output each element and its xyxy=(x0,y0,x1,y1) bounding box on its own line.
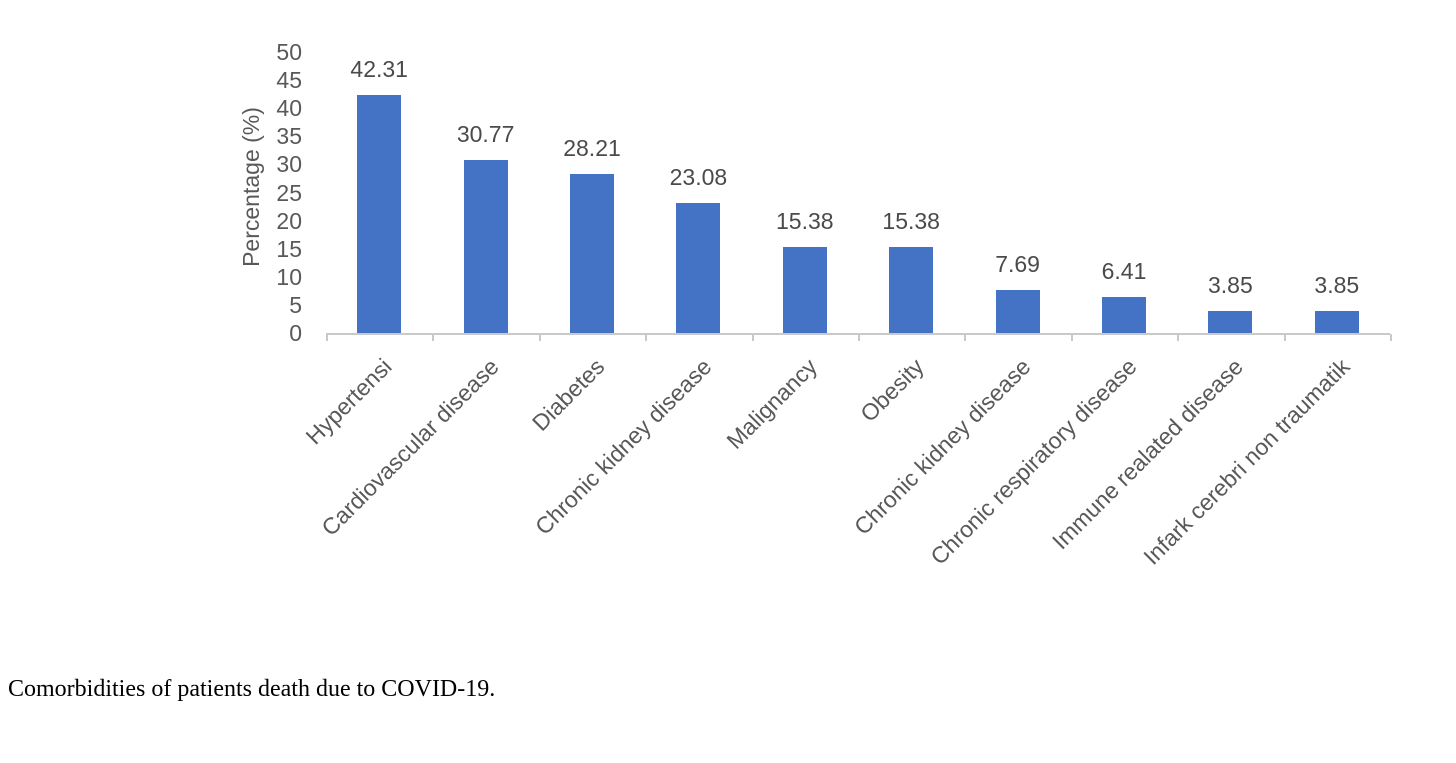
bar-value-label: 6.41 xyxy=(1101,257,1147,284)
y-axis-tick-label: 30 xyxy=(276,151,302,178)
x-axis-category-label: Obesity xyxy=(855,353,929,427)
bar xyxy=(463,160,508,333)
bar-chart: Percentage (%) 0 5 10 15 20 25 30 35 40 45 50 42.31… xyxy=(238,39,1392,570)
bar xyxy=(995,289,1040,333)
x-axis-category-label: Infark cerebri non traumatik xyxy=(1138,353,1355,570)
y-axis-tick-label: 10 xyxy=(276,263,302,290)
x-axis-tick-mark xyxy=(1390,334,1392,341)
x-axis-category-label: Cardiovascular disease xyxy=(315,353,504,541)
bar-value-label: 30.77 xyxy=(456,121,515,148)
bar-value-label: 42.31 xyxy=(350,56,408,83)
x-axis-tick-mark xyxy=(538,334,541,341)
bar-value-label: 15.38 xyxy=(776,207,834,234)
bar-value-label: 3.85 xyxy=(1314,272,1360,299)
bar-value-label: 15.38 xyxy=(882,207,940,234)
bar xyxy=(782,246,827,333)
y-axis-tick-label: 50 xyxy=(276,39,302,65)
x-axis-tick-mark xyxy=(645,334,648,341)
x-axis-category-label: Malignancy xyxy=(721,353,823,454)
x-axis-tick-mark xyxy=(858,334,860,341)
y-axis-tick-label: 25 xyxy=(276,179,302,206)
y-axis-tick-label: 45 xyxy=(276,67,302,94)
x-axis-tick-mark xyxy=(1070,334,1073,341)
x-axis-tick-mark xyxy=(1177,334,1180,341)
x-axis-tick-mark xyxy=(964,334,967,341)
x-axis-tick-mark xyxy=(432,334,435,341)
bar xyxy=(1102,296,1146,333)
x-axis-category-label: Diabetes xyxy=(527,353,610,436)
x-axis-category-label: Hypertensi xyxy=(300,353,397,450)
x-axis-category-label: Chronic kidney disease xyxy=(529,353,717,540)
bar-value-label: 28.21 xyxy=(563,135,621,162)
x-axis-tick-mark xyxy=(1283,334,1286,341)
x-axis-tick-mark xyxy=(751,334,754,341)
bar xyxy=(570,174,614,333)
bar xyxy=(1208,311,1253,333)
bar-value-label: 3.85 xyxy=(1208,272,1253,299)
y-axis-tick-label: 35 xyxy=(276,123,302,150)
bar-value-label: 7.69 xyxy=(995,250,1040,277)
x-axis-category-label: Chronic respiratory disease xyxy=(925,353,1142,570)
figure-caption: Comorbidities of patients death due to C… xyxy=(8,676,496,702)
y-axis-tick-label: 20 xyxy=(276,207,302,234)
bar xyxy=(357,95,402,333)
bar xyxy=(889,246,934,333)
y-axis-tick-label: 5 xyxy=(289,291,302,318)
bar xyxy=(1314,311,1359,333)
y-axis-tick-label: 40 xyxy=(276,95,302,122)
y-axis-tick-label: 0 xyxy=(289,320,302,346)
x-axis-tick-mark xyxy=(326,334,328,341)
x-axis-category-label: Immune realated disease xyxy=(1047,353,1249,555)
bar xyxy=(676,203,721,333)
bar-value-label: 23.08 xyxy=(669,164,728,191)
y-axis-tick-label: 15 xyxy=(276,235,302,262)
x-axis-category-label: Chronic kidney disease xyxy=(848,353,1036,540)
